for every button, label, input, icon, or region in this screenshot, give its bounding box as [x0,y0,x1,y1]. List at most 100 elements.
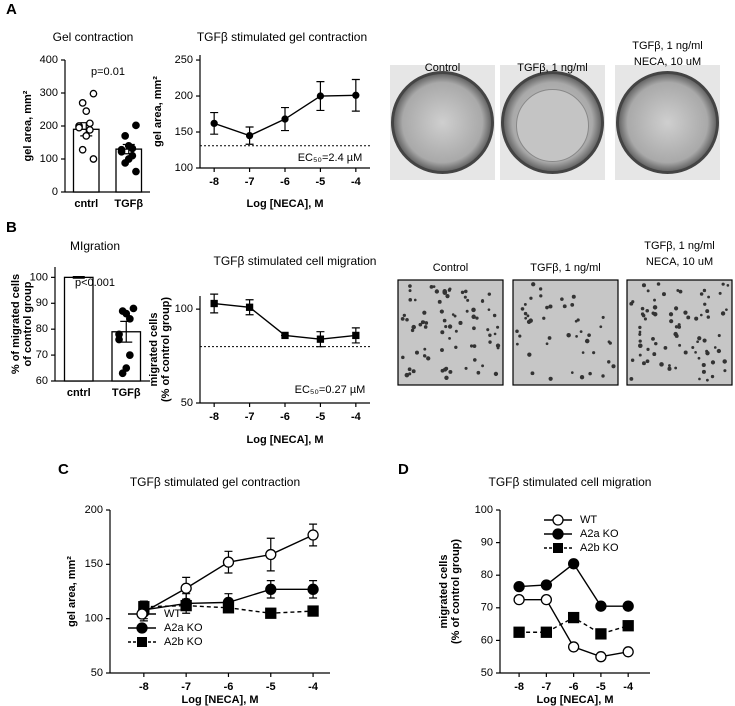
photo-cell [440,330,445,335]
photo-cell [676,289,680,292]
marker [316,92,325,100]
photo-cell [720,311,726,316]
x-tick-label: -5 [316,411,326,423]
x-tick-label: -8 [514,681,524,693]
photo-cell [476,370,481,375]
marker [352,331,360,340]
legend-label: A2a KO [580,528,619,540]
photo-cell [439,309,444,314]
marker [595,628,607,640]
photo-cell [404,372,410,378]
photo [397,279,504,386]
y-tick-label: 80 [36,323,48,335]
annotation: p<0.001 [75,277,115,289]
photo-cell [652,352,657,357]
photo-cell [584,338,590,344]
marker [281,331,289,340]
photo-cell [575,335,578,338]
y-tick-label: 100 [475,504,493,516]
marker [86,119,94,128]
photo-cell [601,374,605,378]
photo-cell [725,308,728,312]
photo-cell [701,369,706,374]
chart-title: TGFβ stimulated gel contraction [130,475,300,489]
photo-cell [645,359,650,364]
marker [265,548,277,561]
photo-cell [677,325,682,329]
marker [78,99,87,107]
photo-cell [454,329,458,333]
photo-cell [630,358,635,362]
photo-cell [423,325,428,329]
chart-title: Gel contraction [53,30,134,44]
photo-cell [408,298,413,302]
photo-cell [466,298,470,302]
photo-cell [705,309,710,314]
photo-cell [641,283,647,288]
photo-cell [562,304,567,309]
marker [307,529,319,541]
y-tick-label: 50 [481,667,493,679]
marker [82,132,91,140]
photo-gel [516,89,589,162]
photo-cell [480,299,485,303]
photo-cell [471,307,476,313]
x-axis-label: Log [NECA], M [247,434,324,446]
photo-cell [515,342,519,346]
y-tick-label: 300 [40,87,58,99]
photo-cell [524,316,528,320]
photo-cell [545,342,549,346]
marker [567,611,580,624]
marker [126,351,134,359]
photo-cell [496,325,500,329]
photo-cell [518,334,522,338]
photo-cell [448,369,453,374]
x-axis-label: Log [NECA], M [537,694,614,706]
photo-cell [701,362,706,368]
photo-cell [539,294,543,298]
photo-cell [723,369,727,373]
y-tick-label: 60 [481,634,493,646]
marker [595,600,607,612]
photo-cell [653,298,656,302]
panel-label: C [58,461,69,478]
x-axis-label: Log [NECA], M [182,694,259,706]
marker [78,145,87,154]
photo-cell [668,364,671,367]
legend-marker [553,543,563,553]
photo-cell [674,333,679,338]
marker [117,147,126,156]
marker [265,607,277,619]
y-tick-label: 100 [30,271,48,283]
photo-cell [638,353,642,357]
photo-cell [422,310,427,315]
marker [513,626,525,638]
photo-cell [668,312,674,317]
x-tick-label: -7 [245,176,255,188]
annotation: EC₅₀=0.27 µM [295,384,366,396]
marker [513,580,525,593]
photo-cell [640,306,645,311]
photo-cell [475,316,479,320]
photo-cell [570,371,574,374]
photo-cell [458,320,463,326]
photo-cell [440,368,445,373]
marker [89,89,98,98]
y-tick-label: 100 [175,162,193,174]
photo-cell [526,314,530,318]
x-tick-label: -4 [623,681,634,693]
annotation: EC₅₀=2.4 µM [298,152,363,164]
photo-cell [471,314,476,319]
photo-cell [638,330,642,334]
photo-cell [487,292,492,296]
photo-cell [599,325,603,329]
photo-cell [527,352,532,357]
photo-cell [722,359,727,364]
marker [567,641,580,653]
photo-cell [667,366,672,371]
y-tick-label: 100 [175,303,193,315]
photo-cell [669,319,674,324]
photo-cell [453,314,457,318]
chart-title: TGFβ stimulated cell migration [214,254,377,268]
x-tick-label: -6 [280,411,290,423]
